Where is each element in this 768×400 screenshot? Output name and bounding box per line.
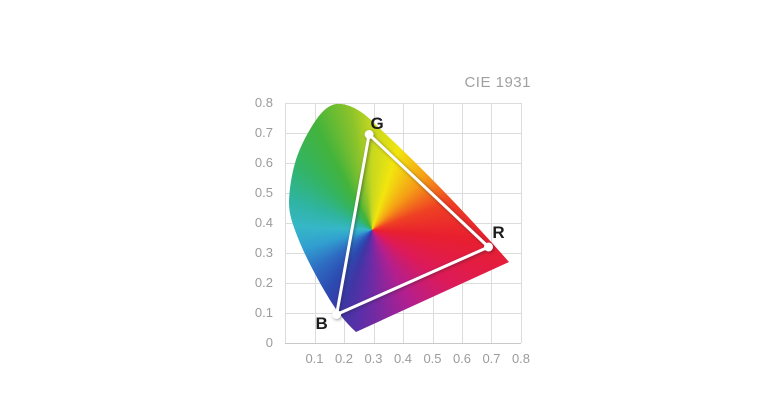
y-tick-label: 0.3: [254, 245, 273, 260]
vertex-label-g: G: [370, 113, 384, 133]
y-tick-label: 0.6: [254, 155, 273, 170]
x-tick-label: 0.5: [423, 351, 442, 366]
vertex-dot-g: [364, 130, 374, 139]
gridline-horizontal: [285, 133, 521, 134]
x-tick-label: 0.2: [334, 351, 354, 366]
vertex-dot-b: [332, 310, 342, 319]
gridline-horizontal: [285, 103, 521, 104]
x-tick-label: 0.6: [452, 351, 472, 366]
gridline-horizontal: [285, 343, 521, 344]
gridline-vertical: [521, 103, 522, 343]
y-tick-label: 0.2: [254, 275, 273, 290]
y-tick-label: 0.1: [254, 305, 273, 320]
vertex-label-r: R: [492, 223, 505, 242]
chart-title: CIE 1931: [464, 74, 531, 91]
y-tick-label: 0.5: [254, 185, 273, 200]
x-tick-label: 0.7: [482, 351, 501, 366]
y-tick-label: 0: [265, 335, 273, 350]
y-tick-label: 0.4: [254, 215, 273, 230]
y-tick-label: 0.7: [254, 125, 273, 140]
gamut-triangle-outline: [335, 133, 490, 316]
x-tick-label: 0.4: [393, 351, 413, 366]
y-tick-label: 0.8: [254, 95, 273, 110]
x-tick-label: 0.3: [364, 351, 383, 366]
plot-area: G R B: [285, 103, 522, 344]
vertex-dot-r: [484, 242, 493, 252]
vertex-label-b: B: [315, 313, 328, 333]
x-tick-label: 0.1: [305, 351, 324, 366]
gridline-horizontal: [285, 313, 521, 314]
rgb-gamut-triangle: [332, 130, 493, 319]
x-tick-label: 0.8: [511, 351, 531, 366]
